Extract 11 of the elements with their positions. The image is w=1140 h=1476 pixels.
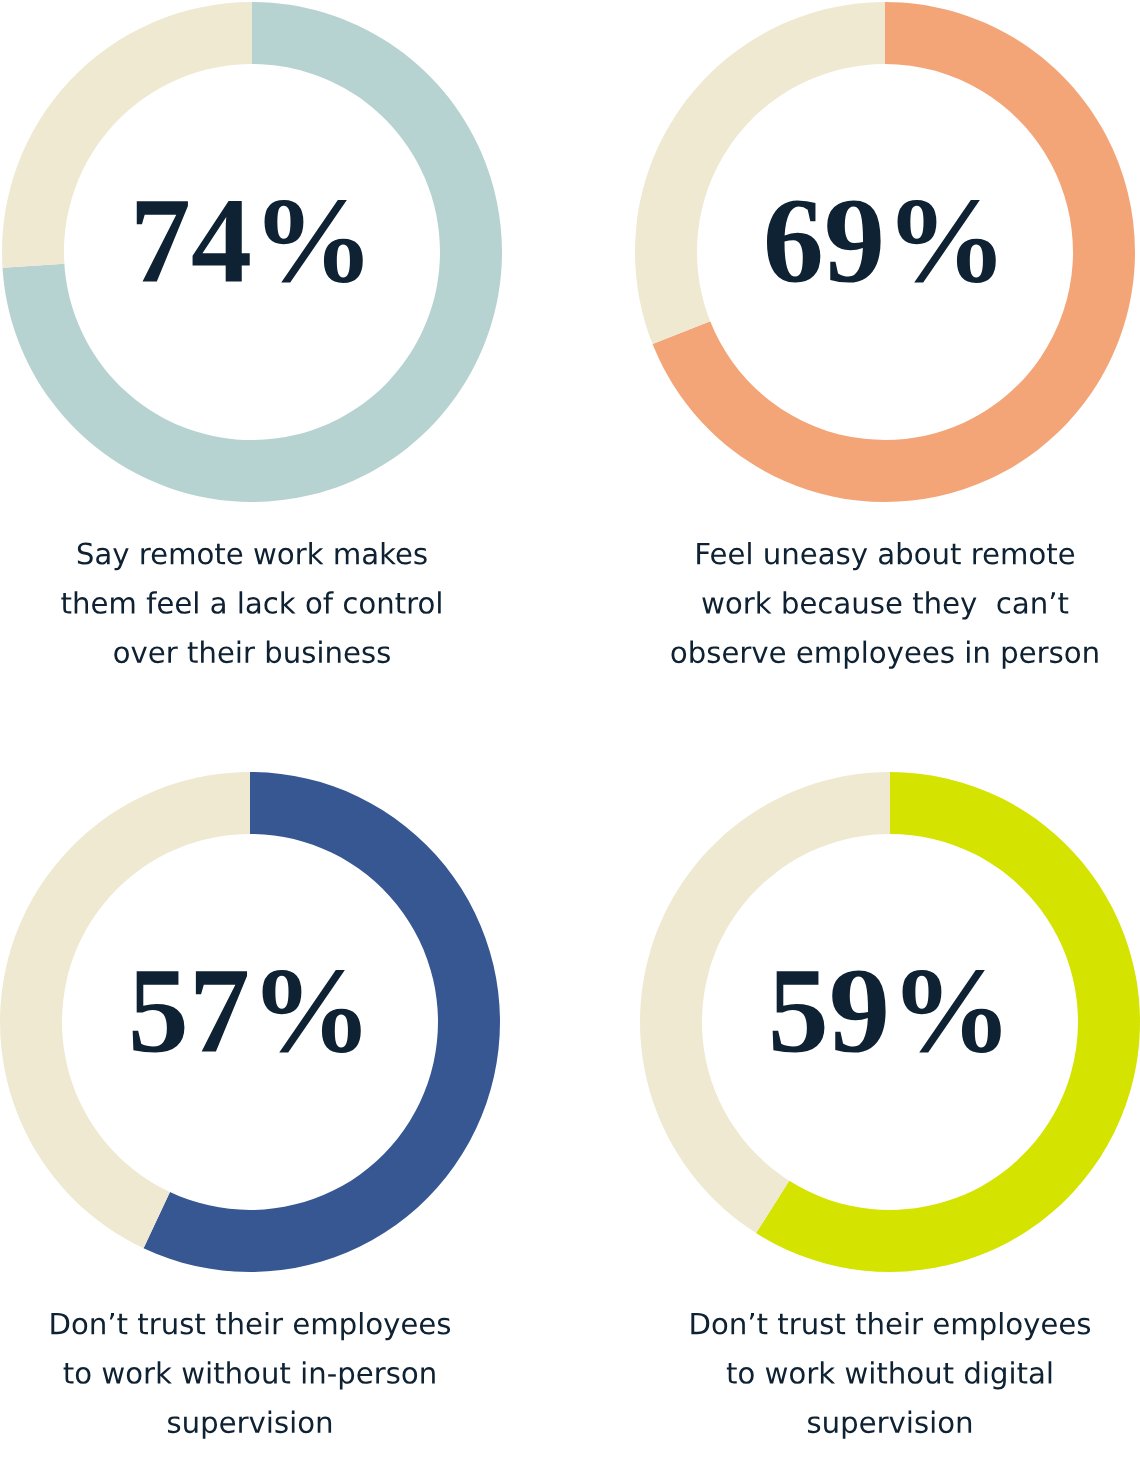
donut-slice bbox=[2, 2, 502, 502]
text: Don’t trust their employees to work without in-person supervision bbox=[51, 1312, 451, 1439]
donut-slice bbox=[756, 772, 1140, 1272]
donut-slice bbox=[652, 2, 1135, 502]
text: Say remote work makes them feel a lack of control over their business bbox=[61, 542, 441, 664]
data-label: 59% bbox=[772, 970, 1001, 1053]
data-label: 57% bbox=[132, 970, 361, 1053]
text: Don’t trust their employees to work without digital supervision bbox=[691, 1312, 1091, 1439]
text: Feel uneasy about remote work because they can’t observe employees in person bbox=[671, 542, 1098, 669]
data-label: 69% bbox=[766, 200, 996, 283]
data-label: 74% bbox=[136, 200, 363, 283]
